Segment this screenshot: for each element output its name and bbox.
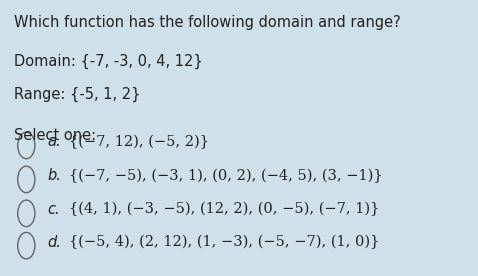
- Text: d.: d.: [48, 235, 62, 250]
- Text: Range: {-5, 1, 2}: Range: {-5, 1, 2}: [14, 87, 141, 102]
- Text: Which function has the following domain and range?: Which function has the following domain …: [14, 15, 401, 30]
- Text: {(−5, 4), (2, 12), (1, −3), (−5, −7), (1, 0)}: {(−5, 4), (2, 12), (1, −3), (−5, −7), (1…: [69, 235, 380, 249]
- Text: Select one:: Select one:: [14, 128, 97, 143]
- Text: Domain: {-7, -3, 0, 4, 12}: Domain: {-7, -3, 0, 4, 12}: [14, 54, 203, 69]
- Text: {(−7, 12), (−5, 2)}: {(−7, 12), (−5, 2)}: [69, 134, 209, 149]
- Text: c.: c.: [48, 202, 60, 217]
- Text: b.: b.: [48, 168, 62, 183]
- Text: {(−7, −5), (−3, 1), (0, 2), (−4, 5), (3, −1)}: {(−7, −5), (−3, 1), (0, 2), (−4, 5), (3,…: [69, 168, 383, 183]
- Text: a.: a.: [48, 134, 62, 149]
- Text: {(4, 1), (−3, −5), (12, 2), (0, −5), (−7, 1)}: {(4, 1), (−3, −5), (12, 2), (0, −5), (−7…: [69, 202, 380, 217]
